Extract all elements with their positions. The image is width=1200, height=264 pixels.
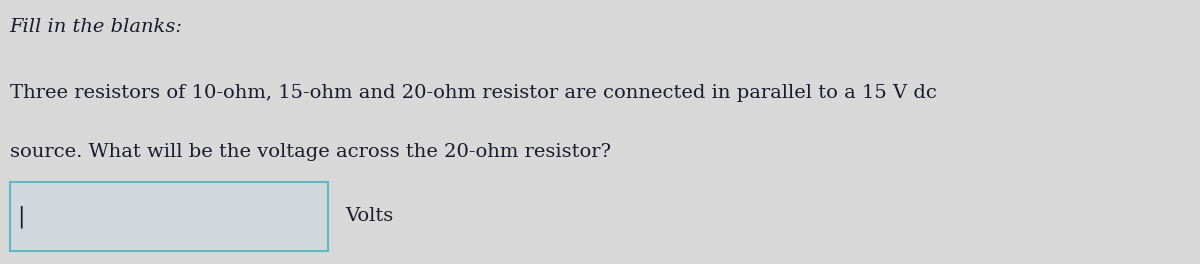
Text: Volts: Volts xyxy=(346,208,394,225)
Text: Three resistors of 10-ohm, 15-ohm and 20-ohm resistor are connected in parallel : Three resistors of 10-ohm, 15-ohm and 20… xyxy=(10,84,936,102)
FancyBboxPatch shape xyxy=(10,182,328,251)
Text: Fill in the blanks:: Fill in the blanks: xyxy=(10,18,182,36)
Text: |: | xyxy=(17,205,24,228)
Text: source. What will be the voltage across the 20-ohm resistor?: source. What will be the voltage across … xyxy=(10,143,611,161)
